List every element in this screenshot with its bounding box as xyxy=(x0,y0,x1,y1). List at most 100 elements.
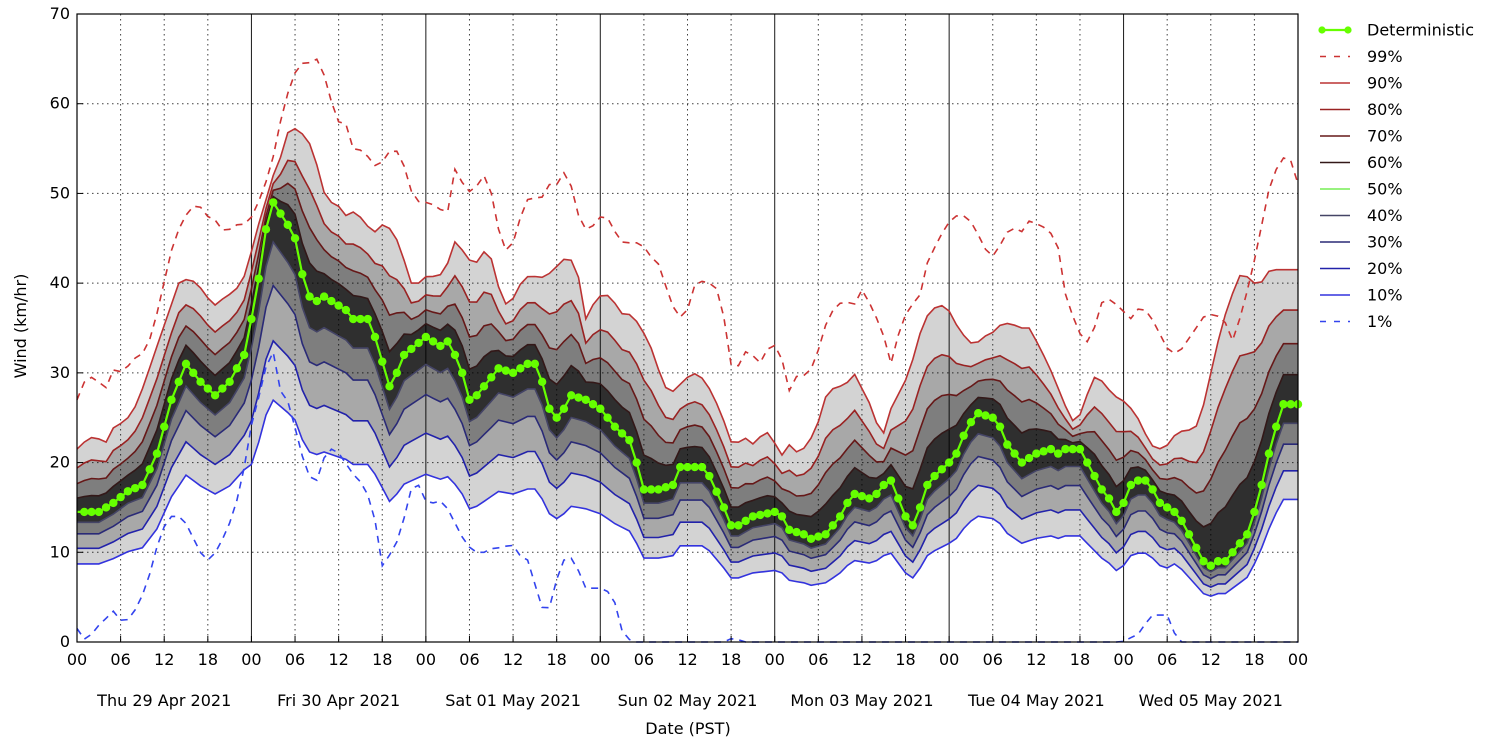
deterministic-point xyxy=(872,489,881,499)
deterministic-point xyxy=(319,292,329,301)
deterministic-point xyxy=(1126,480,1136,490)
deterministic-point xyxy=(632,458,641,467)
series-line-p99 xyxy=(76,58,1299,401)
y-tick-label: 60 xyxy=(50,94,70,113)
deterministic-point xyxy=(421,332,431,342)
deterministic-point xyxy=(160,422,169,431)
deterministic-point xyxy=(145,465,154,474)
deterministic-point xyxy=(603,413,612,422)
deterministic-point xyxy=(1221,557,1230,566)
deterministic-point xyxy=(436,341,445,351)
deterministic-point xyxy=(465,395,474,404)
x-tick-label: 18 xyxy=(1244,650,1264,669)
deterministic-point xyxy=(1032,449,1041,458)
deterministic-point xyxy=(690,462,699,472)
legend-label: 10% xyxy=(1367,286,1403,305)
deterministic-point xyxy=(770,507,779,517)
deterministic-point xyxy=(189,368,198,378)
deterministic-point xyxy=(174,377,183,387)
x-tick-label: 12 xyxy=(328,650,348,669)
deterministic-point xyxy=(276,209,285,218)
deterministic-point xyxy=(1053,449,1063,458)
deterministic-point xyxy=(450,350,460,360)
deterministic-point xyxy=(348,314,358,324)
deterministic-point xyxy=(1148,485,1157,494)
deterministic-point xyxy=(1235,539,1245,548)
deterministic-point xyxy=(974,409,983,418)
legend-item: 1% xyxy=(1320,312,1392,331)
x-tick-label: 00 xyxy=(765,650,785,669)
legend-label: 40% xyxy=(1367,206,1403,225)
deterministic-point xyxy=(269,198,278,207)
deterministic-point xyxy=(1271,422,1281,431)
deterministic-point xyxy=(1068,444,1077,454)
legend-label: 30% xyxy=(1367,233,1403,252)
deterministic-point xyxy=(661,483,670,492)
deterministic-point xyxy=(1199,557,1208,566)
deterministic-point xyxy=(901,512,910,521)
deterministic-point xyxy=(879,480,888,490)
deterministic-point xyxy=(639,485,649,494)
deterministic-point xyxy=(225,377,234,387)
series-line-p70 xyxy=(76,182,1298,497)
deterministic-point xyxy=(487,373,496,382)
y-tick-label: 20 xyxy=(50,453,70,472)
deterministic-point xyxy=(581,395,590,404)
deterministic-point xyxy=(109,498,118,508)
deterministic-point xyxy=(1286,400,1295,409)
deterministic-point xyxy=(1133,476,1143,485)
deterministic-point xyxy=(443,337,452,346)
deterministic-point xyxy=(995,422,1005,431)
series-line-p30 xyxy=(77,283,1298,580)
deterministic-point xyxy=(1155,498,1165,508)
x-tick-label: 00 xyxy=(1288,650,1308,669)
x-tick-label: 00 xyxy=(939,650,959,669)
deterministic-point xyxy=(218,384,227,393)
deterministic-point xyxy=(1010,449,1019,458)
legend-marker xyxy=(1344,26,1352,34)
deterministic-point xyxy=(1104,494,1114,503)
deterministic-point xyxy=(1250,507,1259,517)
deterministic-point xyxy=(799,530,808,539)
deterministic-point xyxy=(952,449,961,458)
deterministic-point xyxy=(1075,444,1085,454)
deterministic-point xyxy=(1039,447,1048,456)
deterministic-point xyxy=(886,476,896,485)
x-tick-label: 06 xyxy=(983,650,1003,669)
x-tick-label: 12 xyxy=(503,650,523,669)
deterministic-point xyxy=(705,471,714,481)
deterministic-point xyxy=(1192,543,1201,552)
deterministic-point xyxy=(646,485,656,494)
grid-lines xyxy=(77,14,1298,642)
deterministic-point xyxy=(80,507,89,517)
legend-item: 50% xyxy=(1320,180,1403,199)
deterministic-point xyxy=(305,292,314,301)
y-axis-label: Wind (km/hr) xyxy=(11,274,30,379)
legend-label: 1% xyxy=(1367,312,1392,331)
deterministic-point xyxy=(857,492,867,501)
legend-item: 60% xyxy=(1320,153,1403,172)
deterministic-point xyxy=(654,485,663,494)
deterministic-point xyxy=(1046,444,1056,454)
x-tick-label: 12 xyxy=(154,650,174,669)
deterministic-point xyxy=(537,377,547,387)
series-line-p10 xyxy=(77,398,1298,598)
deterministic-point xyxy=(1279,400,1288,409)
x-tick-label: 00 xyxy=(1113,650,1133,669)
deterministic-point xyxy=(1097,485,1106,494)
deterministic-point xyxy=(298,269,307,279)
deterministic-point xyxy=(944,458,954,467)
day-label: Tue 04 May 2021 xyxy=(967,691,1105,710)
deterministic-point xyxy=(363,314,372,324)
deterministic-point xyxy=(1119,498,1128,508)
deterministic-point xyxy=(94,507,104,517)
deterministic-point xyxy=(254,274,263,283)
deterministic-point xyxy=(959,431,968,440)
deterministic-point xyxy=(850,489,859,499)
legend-item: Deterministic xyxy=(1318,21,1474,40)
y-tick-label: 30 xyxy=(50,363,70,382)
deterministic-point xyxy=(806,534,816,544)
deterministic-point xyxy=(87,507,96,517)
x-tick-label: 18 xyxy=(546,650,566,669)
legend-label: 60% xyxy=(1367,153,1403,172)
